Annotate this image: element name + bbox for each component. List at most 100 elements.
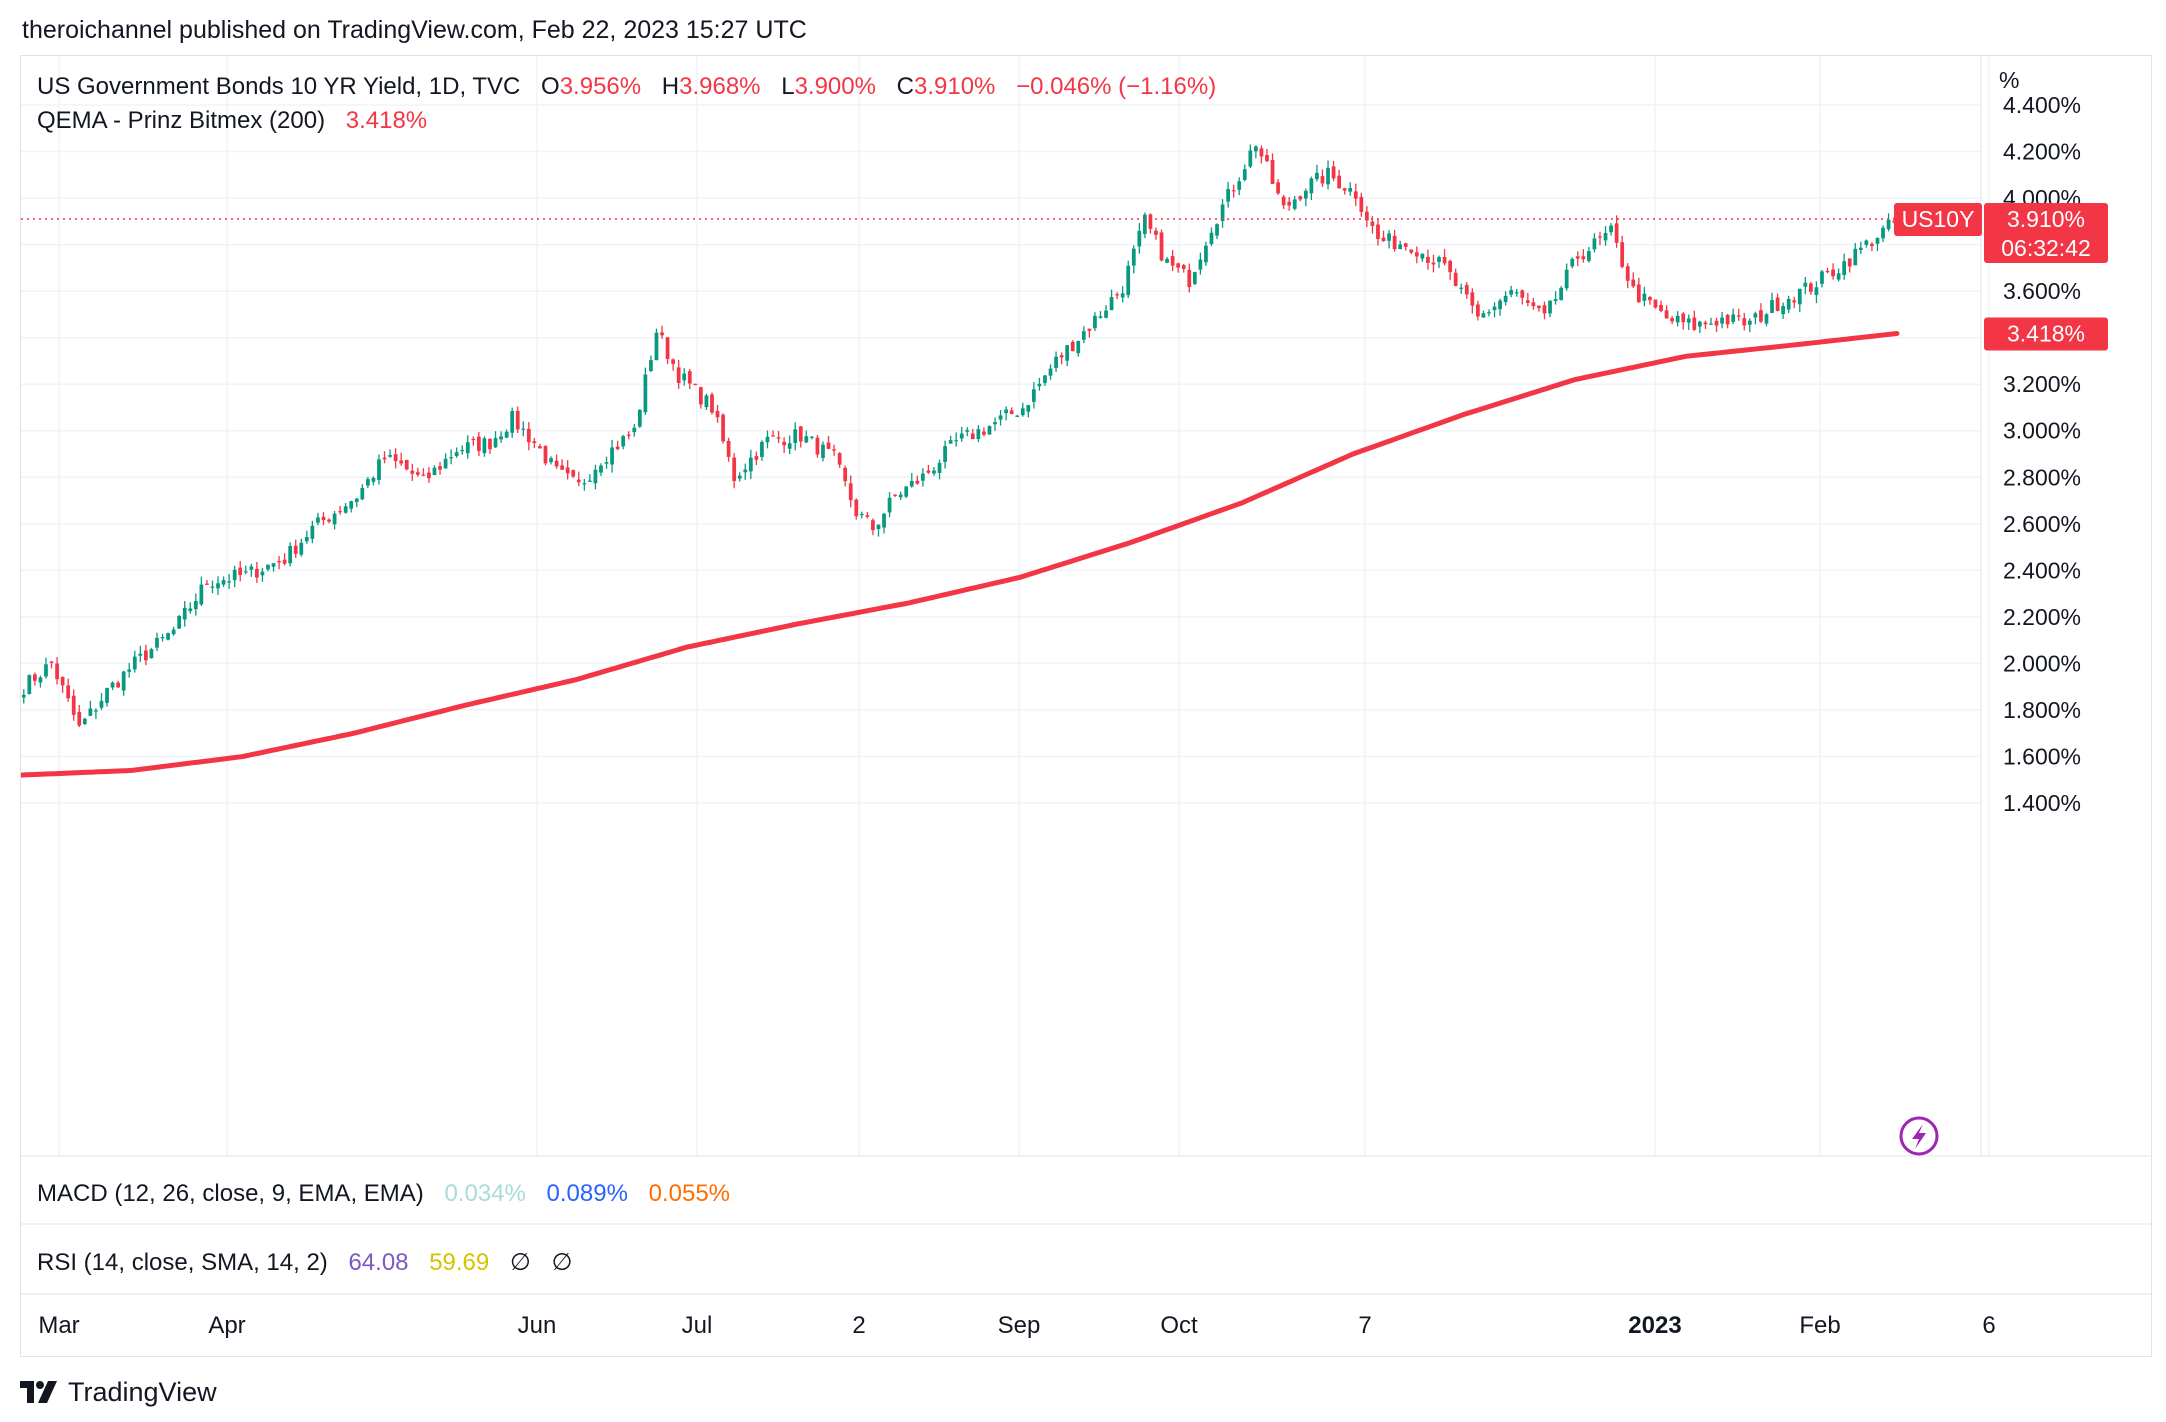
candle-body	[904, 486, 909, 497]
candle-body	[1398, 244, 1403, 250]
candles	[21, 144, 1902, 728]
candle-body	[560, 465, 564, 470]
candle-body	[926, 470, 931, 473]
candle-body	[737, 475, 742, 479]
y-tick-label: 2.600%	[2003, 511, 2081, 537]
rsi-value-1: 64.08	[348, 1249, 408, 1276]
candle-body	[432, 467, 437, 476]
x-tick-label: Jul	[682, 1312, 713, 1339]
y-tick-label: 1.600%	[2003, 743, 2081, 769]
candle-body	[1131, 248, 1136, 266]
candle-body	[1498, 300, 1502, 310]
candle-body	[1459, 287, 1464, 289]
y-tick-label: 3.000%	[2003, 418, 2081, 444]
chart[interactable]: % 4.400%4.200%4.000%3.800%3.600%3.400%3.…	[21, 56, 2151, 1356]
candle-body	[216, 583, 220, 589]
candle-body	[116, 682, 120, 688]
candle-body	[1392, 235, 1397, 250]
lightning-icon[interactable]	[1899, 1116, 1939, 1156]
candle-body	[848, 483, 853, 501]
candle-body	[993, 422, 997, 425]
candle-body	[293, 545, 298, 554]
candle-body	[1242, 169, 1247, 180]
candle-body	[482, 438, 487, 454]
ema-price-marker[interactable]: 3.418%	[1984, 317, 2108, 351]
candle-body	[77, 711, 82, 726]
candle-body	[893, 494, 897, 496]
candle-body	[255, 568, 259, 578]
candle-body	[55, 663, 59, 680]
candle-body	[1403, 243, 1408, 247]
candle-body	[1509, 290, 1514, 295]
legend-line-2: QEMA - Prinz Bitmex (200) 3.418%	[37, 107, 427, 134]
candle-body	[543, 446, 548, 464]
candle-body	[249, 566, 254, 570]
candle-body	[1059, 355, 1064, 358]
candle-body	[538, 446, 542, 449]
candle-body	[1320, 176, 1325, 184]
candle-body	[754, 456, 759, 460]
x-tick-label: Sep	[998, 1312, 1041, 1339]
candle-body	[970, 433, 975, 440]
candle-body	[1054, 356, 1058, 368]
candle-body	[1836, 273, 1841, 280]
candle-body	[1675, 315, 1680, 323]
candle-body	[49, 661, 54, 663]
legend-high-label: H	[662, 73, 679, 100]
ema-line	[21, 331, 1900, 778]
candle-body	[1864, 240, 1869, 245]
rsi-value-2: 59.69	[429, 1249, 489, 1276]
candle-body	[871, 520, 875, 531]
candle-body	[393, 454, 398, 462]
candle-body	[1331, 166, 1336, 179]
y-tick-label: 4.200%	[2003, 139, 2081, 165]
candle-body	[449, 457, 453, 459]
candle-body	[471, 438, 476, 441]
candle-body	[382, 457, 387, 460]
time-axis-ticks: Mar Apr Jun Jul 2 Sep Oct 7 2023 Feb 6	[38, 1312, 1995, 1339]
candle-body	[1137, 230, 1142, 247]
candle-body	[1587, 251, 1591, 261]
macd-value-3: 0.055%	[649, 1180, 730, 1207]
candle-body	[504, 431, 509, 438]
candle-body	[321, 516, 326, 521]
candle-body	[465, 442, 470, 454]
candle-body	[1270, 159, 1275, 184]
candle-body	[205, 583, 209, 585]
last-price-marker[interactable]: US10Y 3.910% 06:32:42	[1894, 203, 2108, 264]
candle-body	[1143, 214, 1147, 234]
tradingview-brand[interactable]: TradingView	[20, 1372, 217, 1412]
candle-body	[1681, 313, 1686, 323]
candle-body	[1820, 271, 1824, 284]
candle-body	[510, 411, 515, 433]
legend-close-label: C	[897, 73, 914, 100]
candle-body	[1870, 243, 1874, 247]
candle-body	[82, 718, 87, 725]
candle-body	[1709, 323, 1713, 325]
candle-body	[1803, 282, 1808, 287]
candle-body	[94, 710, 98, 712]
candle-body	[982, 431, 986, 435]
candle-body	[859, 513, 864, 516]
candle-body	[1043, 375, 1047, 384]
candle-body	[1598, 236, 1602, 238]
candle-body	[1620, 242, 1625, 267]
x-tick-label: 7	[1358, 1312, 1371, 1339]
candle-body	[1670, 318, 1674, 322]
candle-body	[166, 633, 170, 640]
legend-indicator: QEMA - Prinz Bitmex (200)	[37, 107, 325, 134]
candle-body	[1487, 312, 1491, 314]
candle-body	[21, 694, 26, 698]
candle-body	[160, 637, 165, 639]
candle-body	[427, 472, 431, 479]
candle-body	[1770, 300, 1774, 313]
candle-body	[1065, 345, 1070, 361]
candle-body	[621, 436, 626, 447]
candle-body	[1298, 196, 1303, 200]
candle-body	[304, 537, 309, 542]
candle-body	[149, 649, 154, 659]
price-axis-unit: %	[1999, 67, 2019, 93]
symbol-tag-label: US10Y	[1902, 206, 1975, 232]
candle-body	[399, 460, 404, 464]
symbol-tag	[1894, 203, 1982, 237]
